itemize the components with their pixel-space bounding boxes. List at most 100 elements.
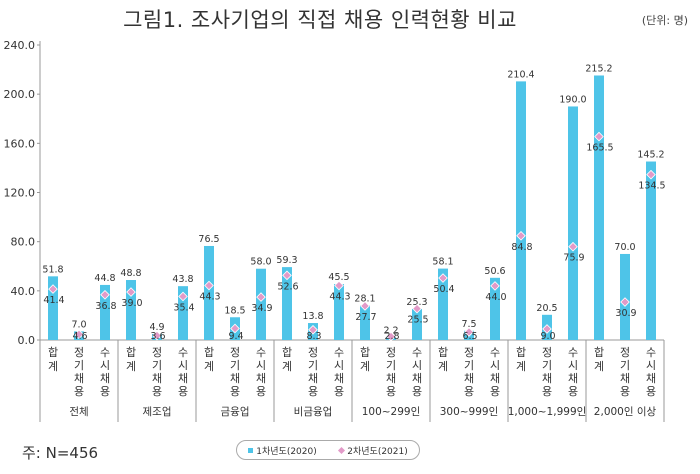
marker-2021 [230,323,240,334]
data-label-2020: 28.1 [354,293,375,304]
x-subcategory-label: 계 [126,360,136,373]
data-label-2020: 145.2 [637,150,664,161]
data-label-2021: 134.5 [638,181,665,192]
x-subcategory-label: 합 [594,346,604,359]
marker-2021 [568,241,578,252]
x-subcategory-label: 기 [74,359,84,372]
x-group-label: 100~299인 [362,406,421,418]
x-subcategory-label: 정 [620,346,630,359]
data-label-2020: 18.5 [224,305,245,316]
data-label-2020: 45.5 [328,272,349,283]
bar-2020 [646,161,656,340]
bar-2020 [126,280,136,340]
data-label-2020: 50.6 [484,266,505,277]
x-subcategory-label: 용 [386,385,396,398]
x-subcategory-label: 시 [178,359,188,372]
x-subcategory-label: 용 [464,385,474,398]
y-tick-label: 0.0 [18,334,36,347]
x-subcategory-label: 기 [464,359,474,372]
x-subcategory-label: 계 [204,360,214,373]
x-subcategory-label: 용 [74,385,84,398]
data-label-2020: 2.2 [383,325,398,336]
x-subcategory-label: 시 [646,359,656,372]
bar-2020 [568,106,578,340]
x-subcategory-label: 용 [646,385,656,398]
marker-2021 [126,287,136,297]
x-subcategory-label: 시 [100,359,110,372]
marker-2021 [74,329,84,340]
data-label-2021: 27.7 [355,312,376,323]
chart-title: 그림1. 조사기업의 직접 채용 인력현황 비교 [123,8,517,32]
bar-2020 [256,268,266,340]
data-label-2020: 48.8 [120,268,141,279]
x-subcategory-label: 채 [178,372,188,385]
marker-2021 [438,273,448,283]
data-label-2021: 9.4 [228,331,243,342]
y-tick-label: 200.0 [4,88,36,101]
marker-2021 [282,270,292,281]
data-label-2021: 41.4 [43,295,64,306]
legend-label-2020: 1차년도(2020) [256,446,317,457]
data-label-2020: 51.8 [42,264,63,275]
x-subcategory-label: 용 [230,385,240,398]
x-subcategory-label: 용 [178,385,188,398]
x-subcategory-label: 수 [100,346,110,359]
data-label-2021: 4.6 [72,331,87,342]
x-subcategory-label: 채 [256,372,266,385]
data-label-2020: 43.8 [172,274,193,285]
x-subcategory-label: 채 [542,372,552,385]
x-subcategory-label: 기 [386,359,396,372]
marker-2021 [490,281,500,291]
x-subcategory-label: 수 [178,346,188,359]
x-subcategory-label: 채 [230,372,240,385]
data-label-2021: 30.9 [615,308,636,319]
x-subcategory-label: 채 [412,372,422,385]
x-subcategory-label: 수 [568,346,578,359]
x-subcategory-label: 계 [360,360,370,373]
x-subcategory-label: 시 [568,359,578,372]
x-subcategory-label: 정 [386,346,396,359]
marker-2021 [464,327,474,337]
marker-2021 [152,330,162,341]
legend-label-2021: 2차년도(2021) [347,446,408,457]
marker-2021 [334,280,344,291]
x-subcategory-label: 시 [334,359,344,372]
data-label-2021: 52.6 [277,281,298,292]
x-subcategory-label: 용 [334,385,344,398]
legend-swatch-bar [248,447,254,453]
data-label-2021: 2.8 [384,331,399,342]
x-group-label: 2,000인 이상 [594,406,657,418]
data-label-2020: 76.5 [198,234,219,245]
bar-2020 [48,276,58,340]
x-subcategory-label: 계 [48,360,58,373]
marker-2021 [412,303,422,314]
x-subcategory-label: 시 [490,359,500,372]
data-label-2021: 75.9 [563,253,584,264]
data-label-2020: 190.0 [559,94,586,105]
x-subcategory-label: 채 [386,372,396,385]
marker-2021 [256,292,266,302]
x-subcategory-label: 정 [464,346,474,359]
sample-note: 주: N=456 [22,444,99,462]
x-subcategory-label: 채 [464,372,474,385]
unit-label: (단위: 명) [641,14,688,27]
y-tick-label: 120.0 [4,187,36,200]
data-label-2021: 35.4 [173,302,194,313]
y-tick-label: 40.0 [11,285,36,298]
x-subcategory-label: 용 [100,385,110,398]
data-label-2021: 44.3 [199,292,220,303]
x-group-label: 금융업 [221,405,250,418]
x-subcategory-label: 채 [490,372,500,385]
x-subcategory-label: 합 [126,346,136,359]
x-subcategory-label: 채 [568,372,578,385]
bar-2020 [178,286,188,340]
marker-2021 [542,324,552,334]
y-tick-label: 240.0 [4,39,36,52]
data-label-2021: 84.8 [511,242,532,253]
data-label-2021: 36.8 [95,301,116,312]
data-label-2020: 4.9 [149,322,164,333]
data-label-2020: 210.4 [507,69,534,80]
x-subcategory-label: 용 [152,385,162,398]
x-subcategory-label: 용 [308,385,318,398]
x-subcategory-label: 용 [490,385,500,398]
